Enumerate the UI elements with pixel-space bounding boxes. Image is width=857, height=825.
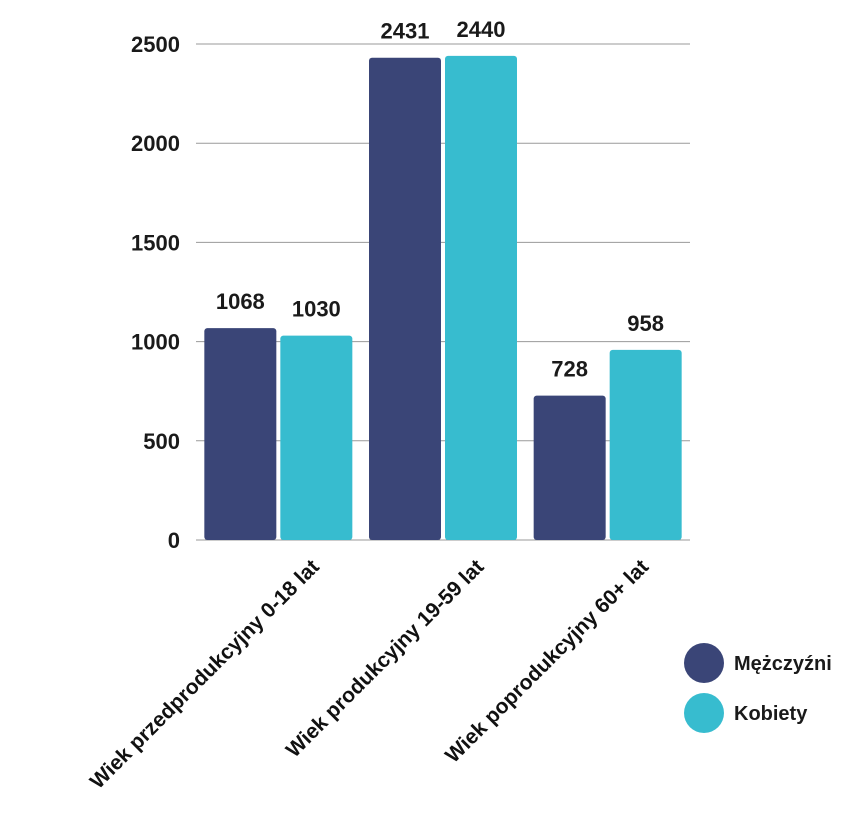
y-tick-label: 2500: [131, 32, 180, 57]
data-label: 2431: [381, 19, 430, 44]
legend: Mężczyźni Kobiety: [684, 643, 832, 733]
data-label: 1068: [216, 289, 265, 314]
data-label: 728: [551, 357, 588, 382]
data-label: 958: [627, 311, 664, 336]
bar-mezczyzni: [369, 57, 441, 540]
legend-swatch-mezczyzni: [684, 643, 724, 683]
legend-label: Mężczyźni: [734, 653, 832, 675]
data-label: 1030: [292, 297, 341, 322]
y-tick-label: 0: [168, 528, 180, 553]
y-tick-label: 1500: [131, 230, 180, 255]
legend-swatch-kobiety: [684, 693, 724, 733]
bar-kobiety: [445, 55, 517, 541]
y-tick-label: 500: [143, 429, 180, 454]
category-label: Wiek produkcyjny 19-59 lat: [282, 555, 489, 762]
bar-kobiety: [609, 349, 682, 540]
category-label: Wiek przedprodukcyjny 0-18 lat: [86, 555, 324, 793]
y-tick-label: 1000: [131, 330, 180, 355]
bar-kobiety: [280, 335, 353, 540]
gridlines: [196, 43, 690, 541]
y-axis-tick-labels: 0 500 1000 1500 2000 2500: [131, 32, 180, 553]
y-tick-label: 2000: [131, 131, 180, 156]
bar-mezczyzni: [204, 328, 277, 540]
bar-mezczyzni: [533, 395, 606, 540]
legend-label: Kobiety: [734, 703, 808, 725]
data-labels: 1068 1030 2431 2440 728 958: [216, 17, 664, 382]
bars: [204, 55, 682, 541]
data-label: 2440: [457, 17, 506, 42]
